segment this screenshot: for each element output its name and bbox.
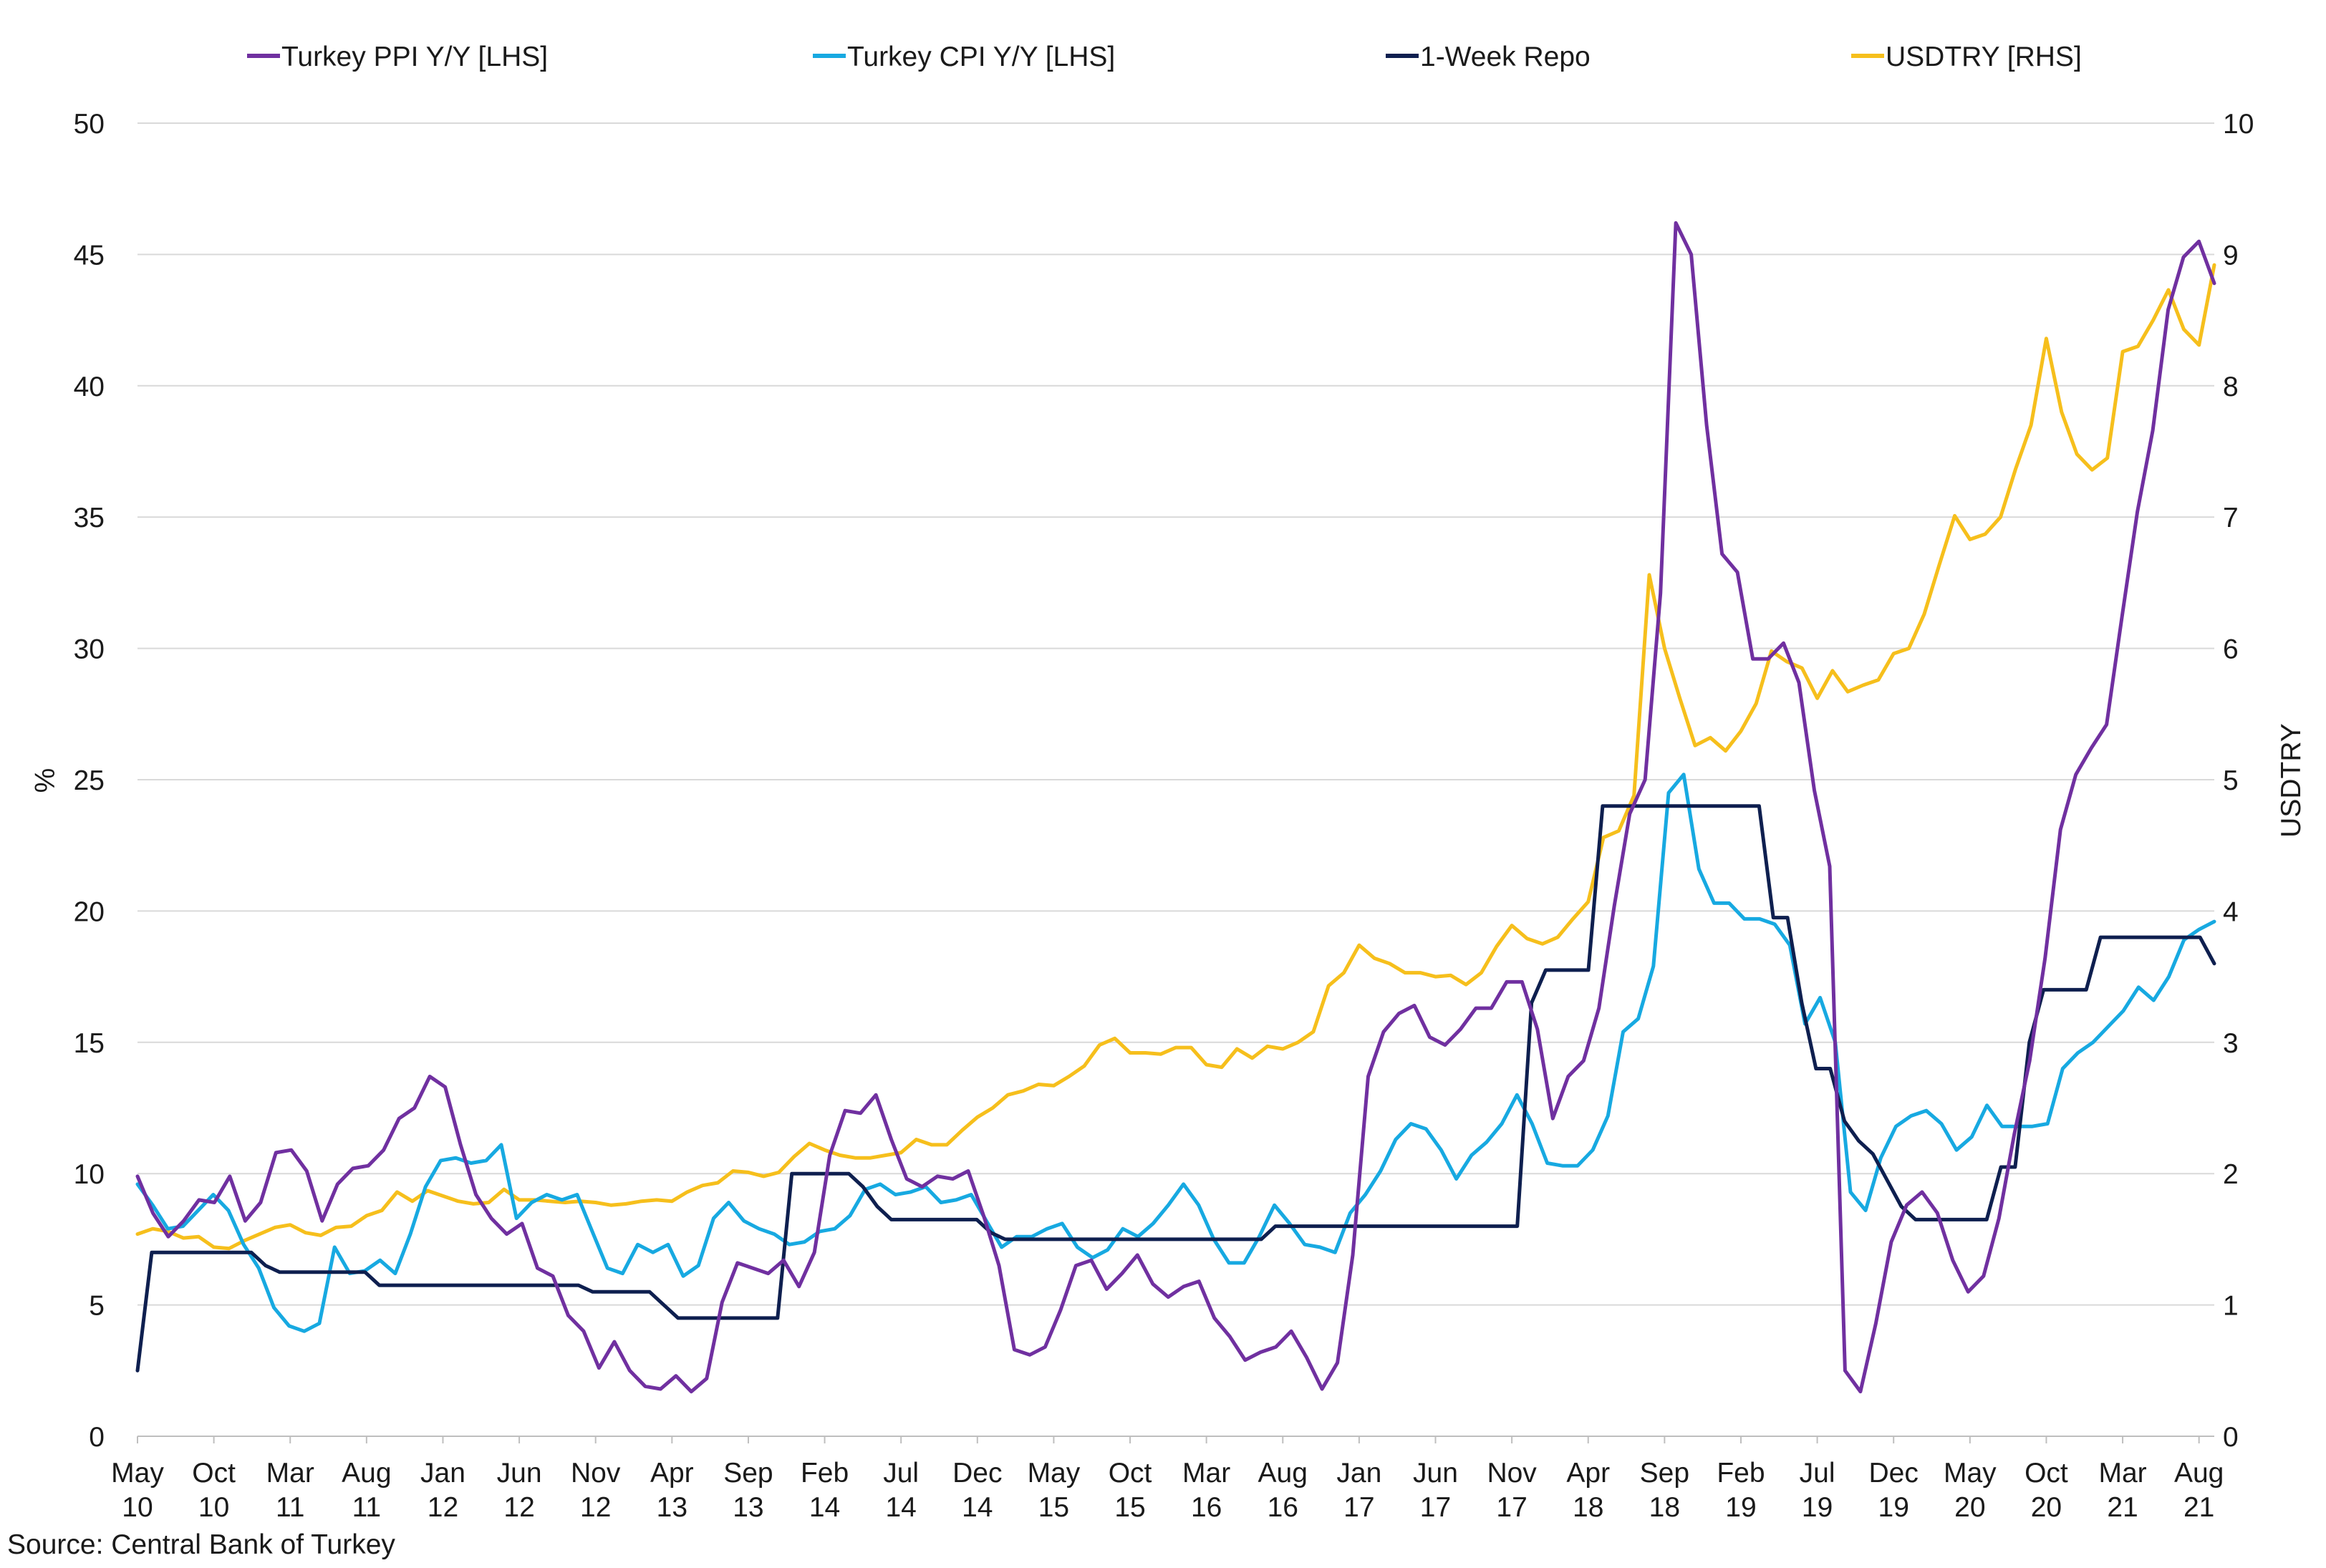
- x-tick-label-year: 16: [1191, 1492, 1222, 1523]
- x-tick-label-month: Mar: [266, 1458, 314, 1489]
- x-tick-label-month: Sep: [1640, 1458, 1689, 1489]
- x-tick-label-year: 19: [1878, 1492, 1909, 1523]
- y-left-tick-label: 0: [89, 1422, 105, 1453]
- x-tick-label-month: Mar: [2098, 1458, 2146, 1489]
- y-right-tick-label: 10: [2223, 109, 2254, 140]
- legend-label: Turkey PPI Y/Y [LHS]: [281, 42, 548, 72]
- y-left-tick-label: 40: [74, 372, 105, 402]
- y-left-tick-label: 25: [74, 765, 105, 796]
- y-right-tick-label: 5: [2223, 765, 2239, 796]
- x-tick-label-month: Jun: [1413, 1458, 1458, 1489]
- x-tick-label-year: 18: [1573, 1492, 1603, 1523]
- y-axis-left-title: %: [30, 768, 61, 793]
- x-tick-label-month: Jan: [420, 1458, 465, 1489]
- x-tick-label-year: 16: [1268, 1492, 1298, 1523]
- x-tick-label-month: Nov: [1487, 1458, 1537, 1489]
- x-tick-label-month: Oct: [1109, 1458, 1152, 1489]
- x-tick-label-month: Oct: [2025, 1458, 2068, 1489]
- x-tick-label-month: Apr: [650, 1458, 694, 1489]
- y-axis-right-title: USDTRY: [2276, 723, 2307, 838]
- y-right-tick-label: 1: [2223, 1291, 2239, 1322]
- x-tick-label-year: 15: [1114, 1492, 1145, 1523]
- y-left-tick-label: 50: [74, 109, 105, 140]
- x-tick-label-year: 17: [1343, 1492, 1374, 1523]
- x-tick-label-year: 14: [885, 1492, 916, 1523]
- x-tick-label-month: Aug: [1258, 1458, 1308, 1489]
- y-right-tick-label: 7: [2223, 503, 2239, 533]
- y-left-tick-label: 5: [89, 1291, 105, 1322]
- x-tick-label-month: Jul: [883, 1458, 919, 1489]
- series-line-turkey-ppi-y-y-lhs: [135, 221, 2216, 1394]
- x-tick-label-year: 11: [276, 1492, 305, 1523]
- x-tick-label-year: 12: [428, 1492, 458, 1523]
- x-tick-label-year: 12: [503, 1492, 534, 1523]
- x-tick-label-year: 13: [733, 1492, 763, 1523]
- series-line-1-week-repo: [135, 804, 2216, 1373]
- x-tick-label-year: 15: [1038, 1492, 1069, 1523]
- y-left-tick-label: 35: [74, 503, 105, 533]
- x-tick-label-month: May: [111, 1458, 164, 1489]
- x-tick-label-year: 14: [962, 1492, 993, 1523]
- x-tick-label-month: Jan: [1336, 1458, 1381, 1489]
- x-tick-label-month: Jun: [497, 1458, 542, 1489]
- x-tick-label-month: Apr: [1566, 1458, 1610, 1489]
- x-tick-label-year: 21: [2107, 1492, 2138, 1523]
- x-tick-label-year: 11: [352, 1492, 382, 1523]
- gridlines: [137, 122, 2214, 1306]
- y-left-tick-label: 20: [74, 896, 105, 927]
- x-tick-label-month: Sep: [723, 1458, 773, 1489]
- y-left-tick-label: 10: [74, 1159, 105, 1190]
- x-tick-label-month: Aug: [342, 1458, 391, 1489]
- series-line-usdtry-rhs: [135, 263, 2216, 1251]
- y-right-tick-label: 0: [2223, 1422, 2239, 1453]
- y-right-tick-label: 2: [2223, 1159, 2239, 1190]
- x-tick-label-month: May: [1944, 1458, 1997, 1489]
- axes: 05101520253035404550012345678910May10Oct…: [74, 109, 2254, 1523]
- x-tick-label-year: 17: [1420, 1492, 1451, 1523]
- x-tick-label-year: 10: [198, 1492, 229, 1523]
- x-tick-label-month: Mar: [1182, 1458, 1230, 1489]
- x-tick-label-year: 19: [1802, 1492, 1833, 1523]
- x-tick-label-month: Dec: [1869, 1458, 1919, 1489]
- legend-label: Turkey CPI Y/Y [LHS]: [847, 42, 1115, 72]
- x-tick-label-year: 20: [2031, 1492, 2062, 1523]
- series-line-turkey-cpi-y-y-lhs: [135, 773, 2216, 1333]
- x-tick-label-month: Jul: [1800, 1458, 1835, 1489]
- legend-label: USDTRY [RHS]: [1886, 42, 2082, 72]
- x-tick-label-month: Nov: [571, 1458, 621, 1489]
- y-left-tick-label: 30: [74, 634, 105, 665]
- legend: Turkey PPI Y/Y [LHS] Turkey CPI Y/Y [LHS]…: [247, 42, 2082, 72]
- x-tick-label-month: Oct: [192, 1458, 236, 1489]
- x-tick-label-year: 18: [1649, 1492, 1680, 1523]
- y-right-tick-label: 8: [2223, 372, 2239, 402]
- x-tick-label-year: 10: [122, 1492, 153, 1523]
- y-left-tick-label: 15: [74, 1028, 105, 1059]
- x-tick-label-month: Feb: [1717, 1458, 1765, 1489]
- series-lines: [135, 221, 2216, 1394]
- source-note: Source: Central Bank of Turkey: [7, 1529, 395, 1560]
- x-tick-label-year: 19: [1725, 1492, 1756, 1523]
- x-tick-label-year: 13: [657, 1492, 687, 1523]
- legend-label: 1-Week Repo: [1420, 42, 1591, 72]
- x-tick-label-year: 14: [809, 1492, 840, 1523]
- x-tick-label-month: May: [1028, 1458, 1081, 1489]
- y-right-tick-label: 3: [2223, 1028, 2239, 1059]
- x-tick-label-year: 20: [1954, 1492, 1985, 1523]
- x-tick-label-month: Feb: [801, 1458, 849, 1489]
- x-tick-label-year: 21: [2183, 1492, 2214, 1523]
- x-tick-label-month: Aug: [2174, 1458, 2224, 1489]
- y-right-tick-label: 9: [2223, 240, 2239, 271]
- y-right-tick-label: 4: [2223, 896, 2239, 927]
- y-right-tick-label: 6: [2223, 634, 2239, 665]
- x-tick-label-month: Dec: [952, 1458, 1002, 1489]
- x-tick-label-year: 12: [580, 1492, 611, 1523]
- y-left-tick-label: 45: [74, 240, 105, 271]
- x-tick-label-year: 17: [1496, 1492, 1527, 1523]
